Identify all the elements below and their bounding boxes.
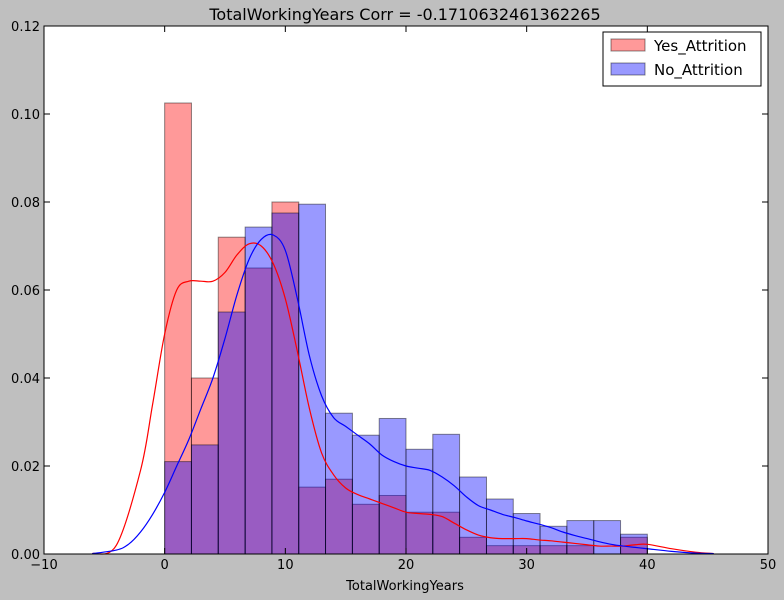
bars-no-attrition [164, 203, 648, 555]
kde-curves [92, 233, 714, 555]
x-tick-label: −10 [30, 558, 57, 573]
bar-yes-attrition-9 [405, 511, 434, 555]
legend: Yes_Attrition No_Attrition [602, 31, 762, 87]
x-tick-label: 40 [639, 558, 656, 573]
bar-yes-attrition-8 [378, 494, 407, 555]
bar-no-attrition-9 [405, 448, 434, 555]
legend-swatch-yes-attrition [610, 38, 646, 52]
y-tick-label: 0.04 [11, 372, 40, 387]
x-tick-label: 30 [518, 558, 535, 573]
bars-yes-attrition [164, 102, 648, 555]
x-tick-label: 20 [398, 558, 415, 573]
bar-yes-attrition-0 [164, 102, 192, 555]
bar-yes-attrition-7 [351, 503, 380, 555]
bar-no-attrition-6 [325, 412, 353, 555]
bar-no-attrition-1 [190, 444, 219, 555]
chart-title: TotalWorkingYears Corr = -0.171063246136… [208, 5, 600, 24]
y-tick-label: 0.02 [11, 460, 40, 475]
x-tick-label: 50 [760, 558, 777, 573]
x-tick-label: 10 [277, 558, 294, 573]
kde-line-yes-attrition [92, 242, 714, 555]
bar-no-attrition-3 [244, 226, 273, 555]
y-tick-label: 0.00 [11, 548, 40, 563]
bar-no-attrition-13 [512, 513, 541, 555]
bar-no-attrition-12 [485, 498, 514, 555]
bar-no-attrition-0 [164, 461, 192, 555]
x-tick-label: 0 [161, 558, 169, 573]
legend-label-yes-attrition: Yes_Attrition [653, 37, 747, 56]
bar-no-attrition-4 [271, 212, 300, 555]
bar-yes-attrition-1 [190, 377, 219, 555]
bar-no-attrition-8 [378, 417, 407, 555]
y-tick-label: 0.12 [11, 20, 40, 35]
bar-no-attrition-11 [459, 476, 487, 555]
y-tick-label: 0.06 [11, 284, 40, 299]
bar-no-attrition-10 [432, 433, 461, 555]
legend-swatch-no-attrition [610, 62, 646, 76]
bar-no-attrition-16 [593, 520, 622, 555]
bar-yes-attrition-6 [325, 478, 353, 555]
x-axis-label: TotalWorkingYears [345, 579, 464, 594]
kde-line-no-attrition [92, 233, 714, 555]
legend-label-no-attrition: No_Attrition [654, 61, 743, 80]
y-tick-label: 0.10 [11, 108, 40, 123]
y-tick-label: 0.08 [11, 196, 40, 211]
axis-ticks: −10 0 10 20 30 40 50 0.00 0.02 0.04 0.06 0.08 0.10 0.… [11, 20, 776, 573]
bar-no-attrition-2 [217, 311, 246, 555]
bar-yes-attrition-2 [217, 236, 246, 555]
legend-box [602, 31, 762, 87]
